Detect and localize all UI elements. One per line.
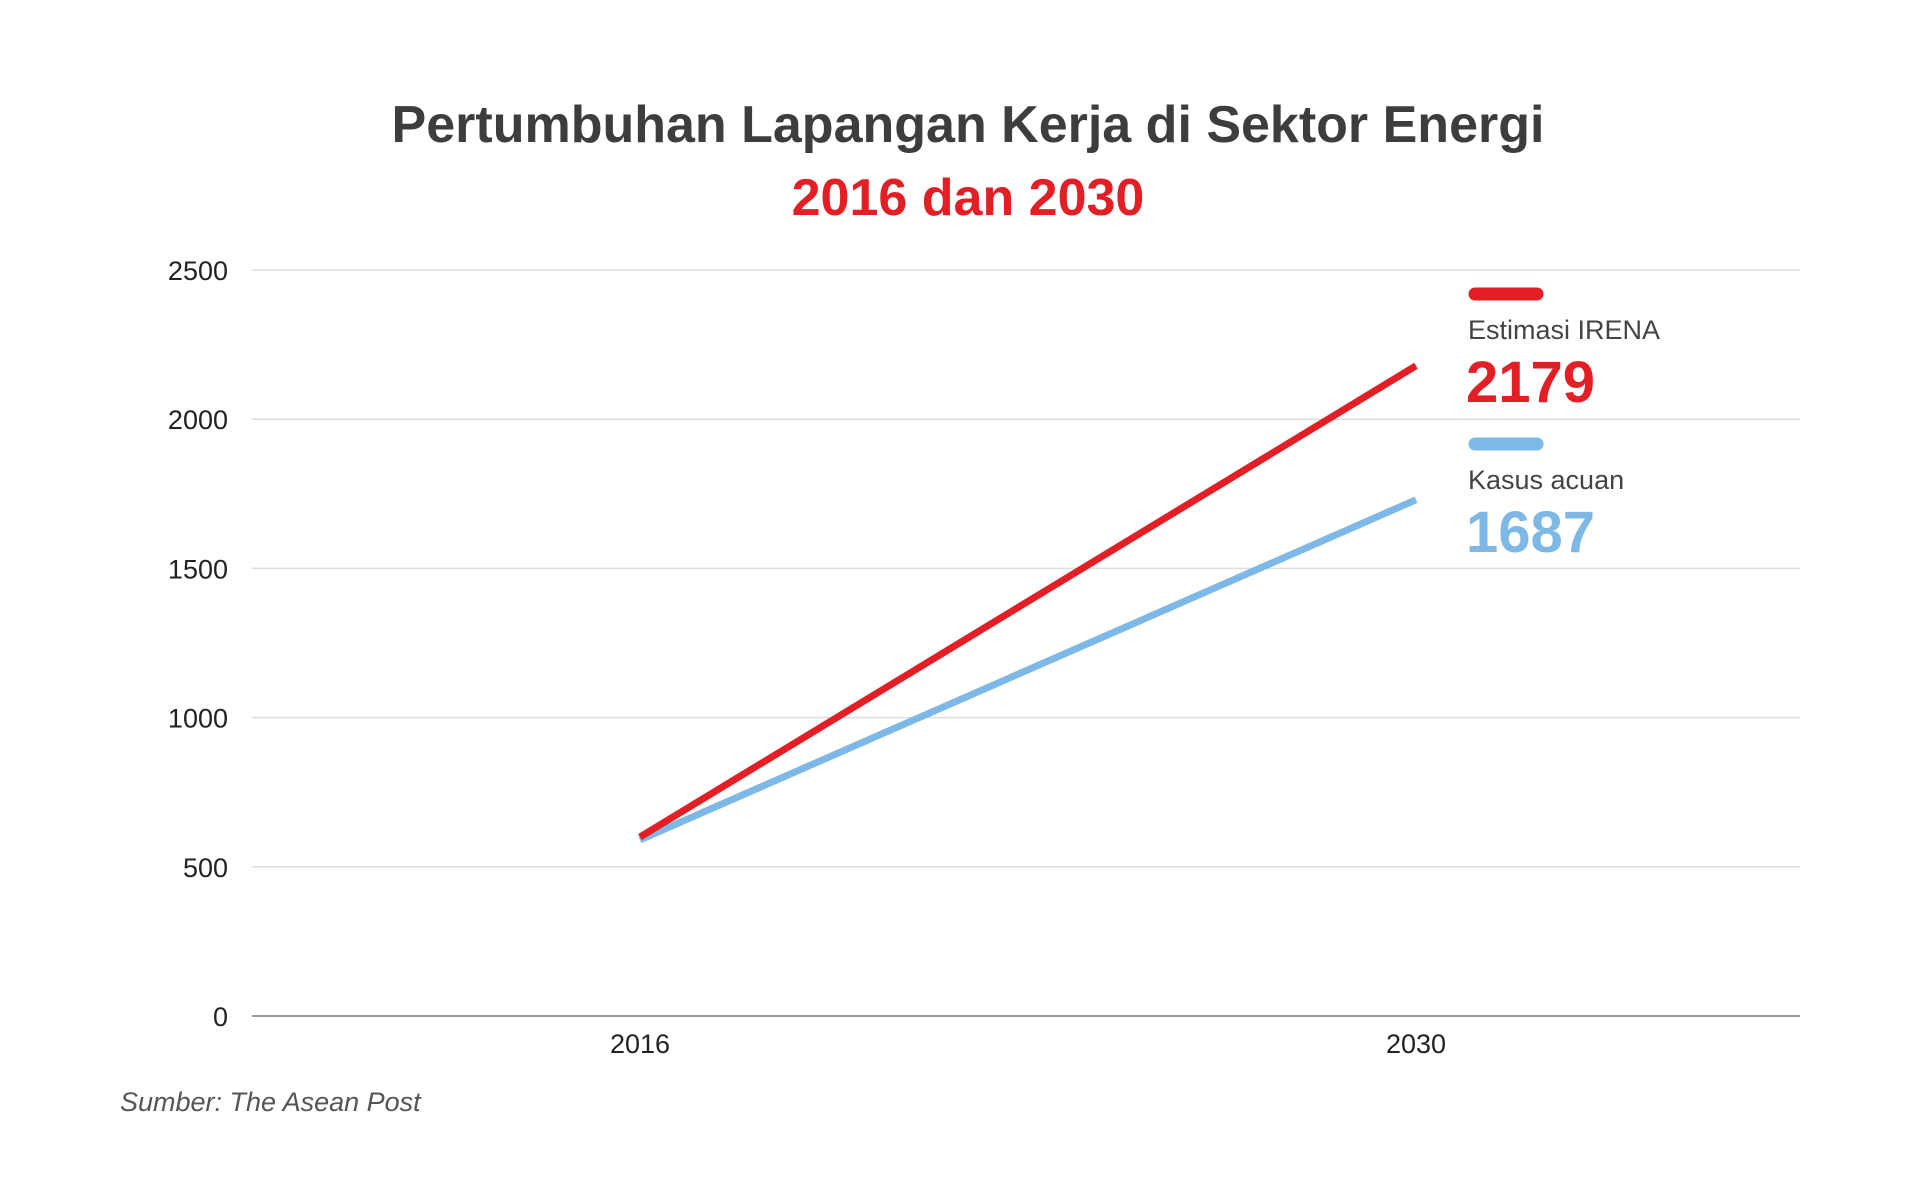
legend-value: 2179 bbox=[1466, 350, 1595, 415]
series-lines bbox=[638, 362, 1418, 844]
y-tick-label: 1000 bbox=[168, 704, 228, 734]
legend-label: Kasus acuan bbox=[1468, 465, 1624, 495]
axes: 0 500 1000 1500 2000 2500 2016 2030 bbox=[168, 256, 1800, 1059]
x-tick-label: 2030 bbox=[1386, 1029, 1446, 1059]
y-tick-label: 2000 bbox=[168, 405, 228, 435]
chart-subtitle: 2016 dan 2030 bbox=[792, 169, 1145, 227]
y-tick-label: 0 bbox=[213, 1002, 228, 1032]
y-tick-label: 1500 bbox=[168, 554, 228, 584]
y-tick-label: 2500 bbox=[168, 256, 228, 286]
series-line-0 bbox=[638, 362, 1418, 840]
x-tick-label: 2016 bbox=[610, 1029, 670, 1059]
legend: Estimasi IRENA 2179 Kasus acuan 1687 bbox=[1466, 287, 1660, 565]
grid-lines bbox=[252, 269, 1800, 868]
y-tick-label: 500 bbox=[183, 853, 228, 883]
legend-value: 1687 bbox=[1466, 500, 1595, 565]
series-line-1 bbox=[638, 496, 1418, 844]
chart-title: Pertumbuhan Lapangan Kerja di Sektor Ene… bbox=[392, 96, 1545, 154]
legend-label: Estimasi IRENA bbox=[1468, 315, 1660, 345]
source-note: Sumber: The Asean Post bbox=[120, 1087, 422, 1117]
